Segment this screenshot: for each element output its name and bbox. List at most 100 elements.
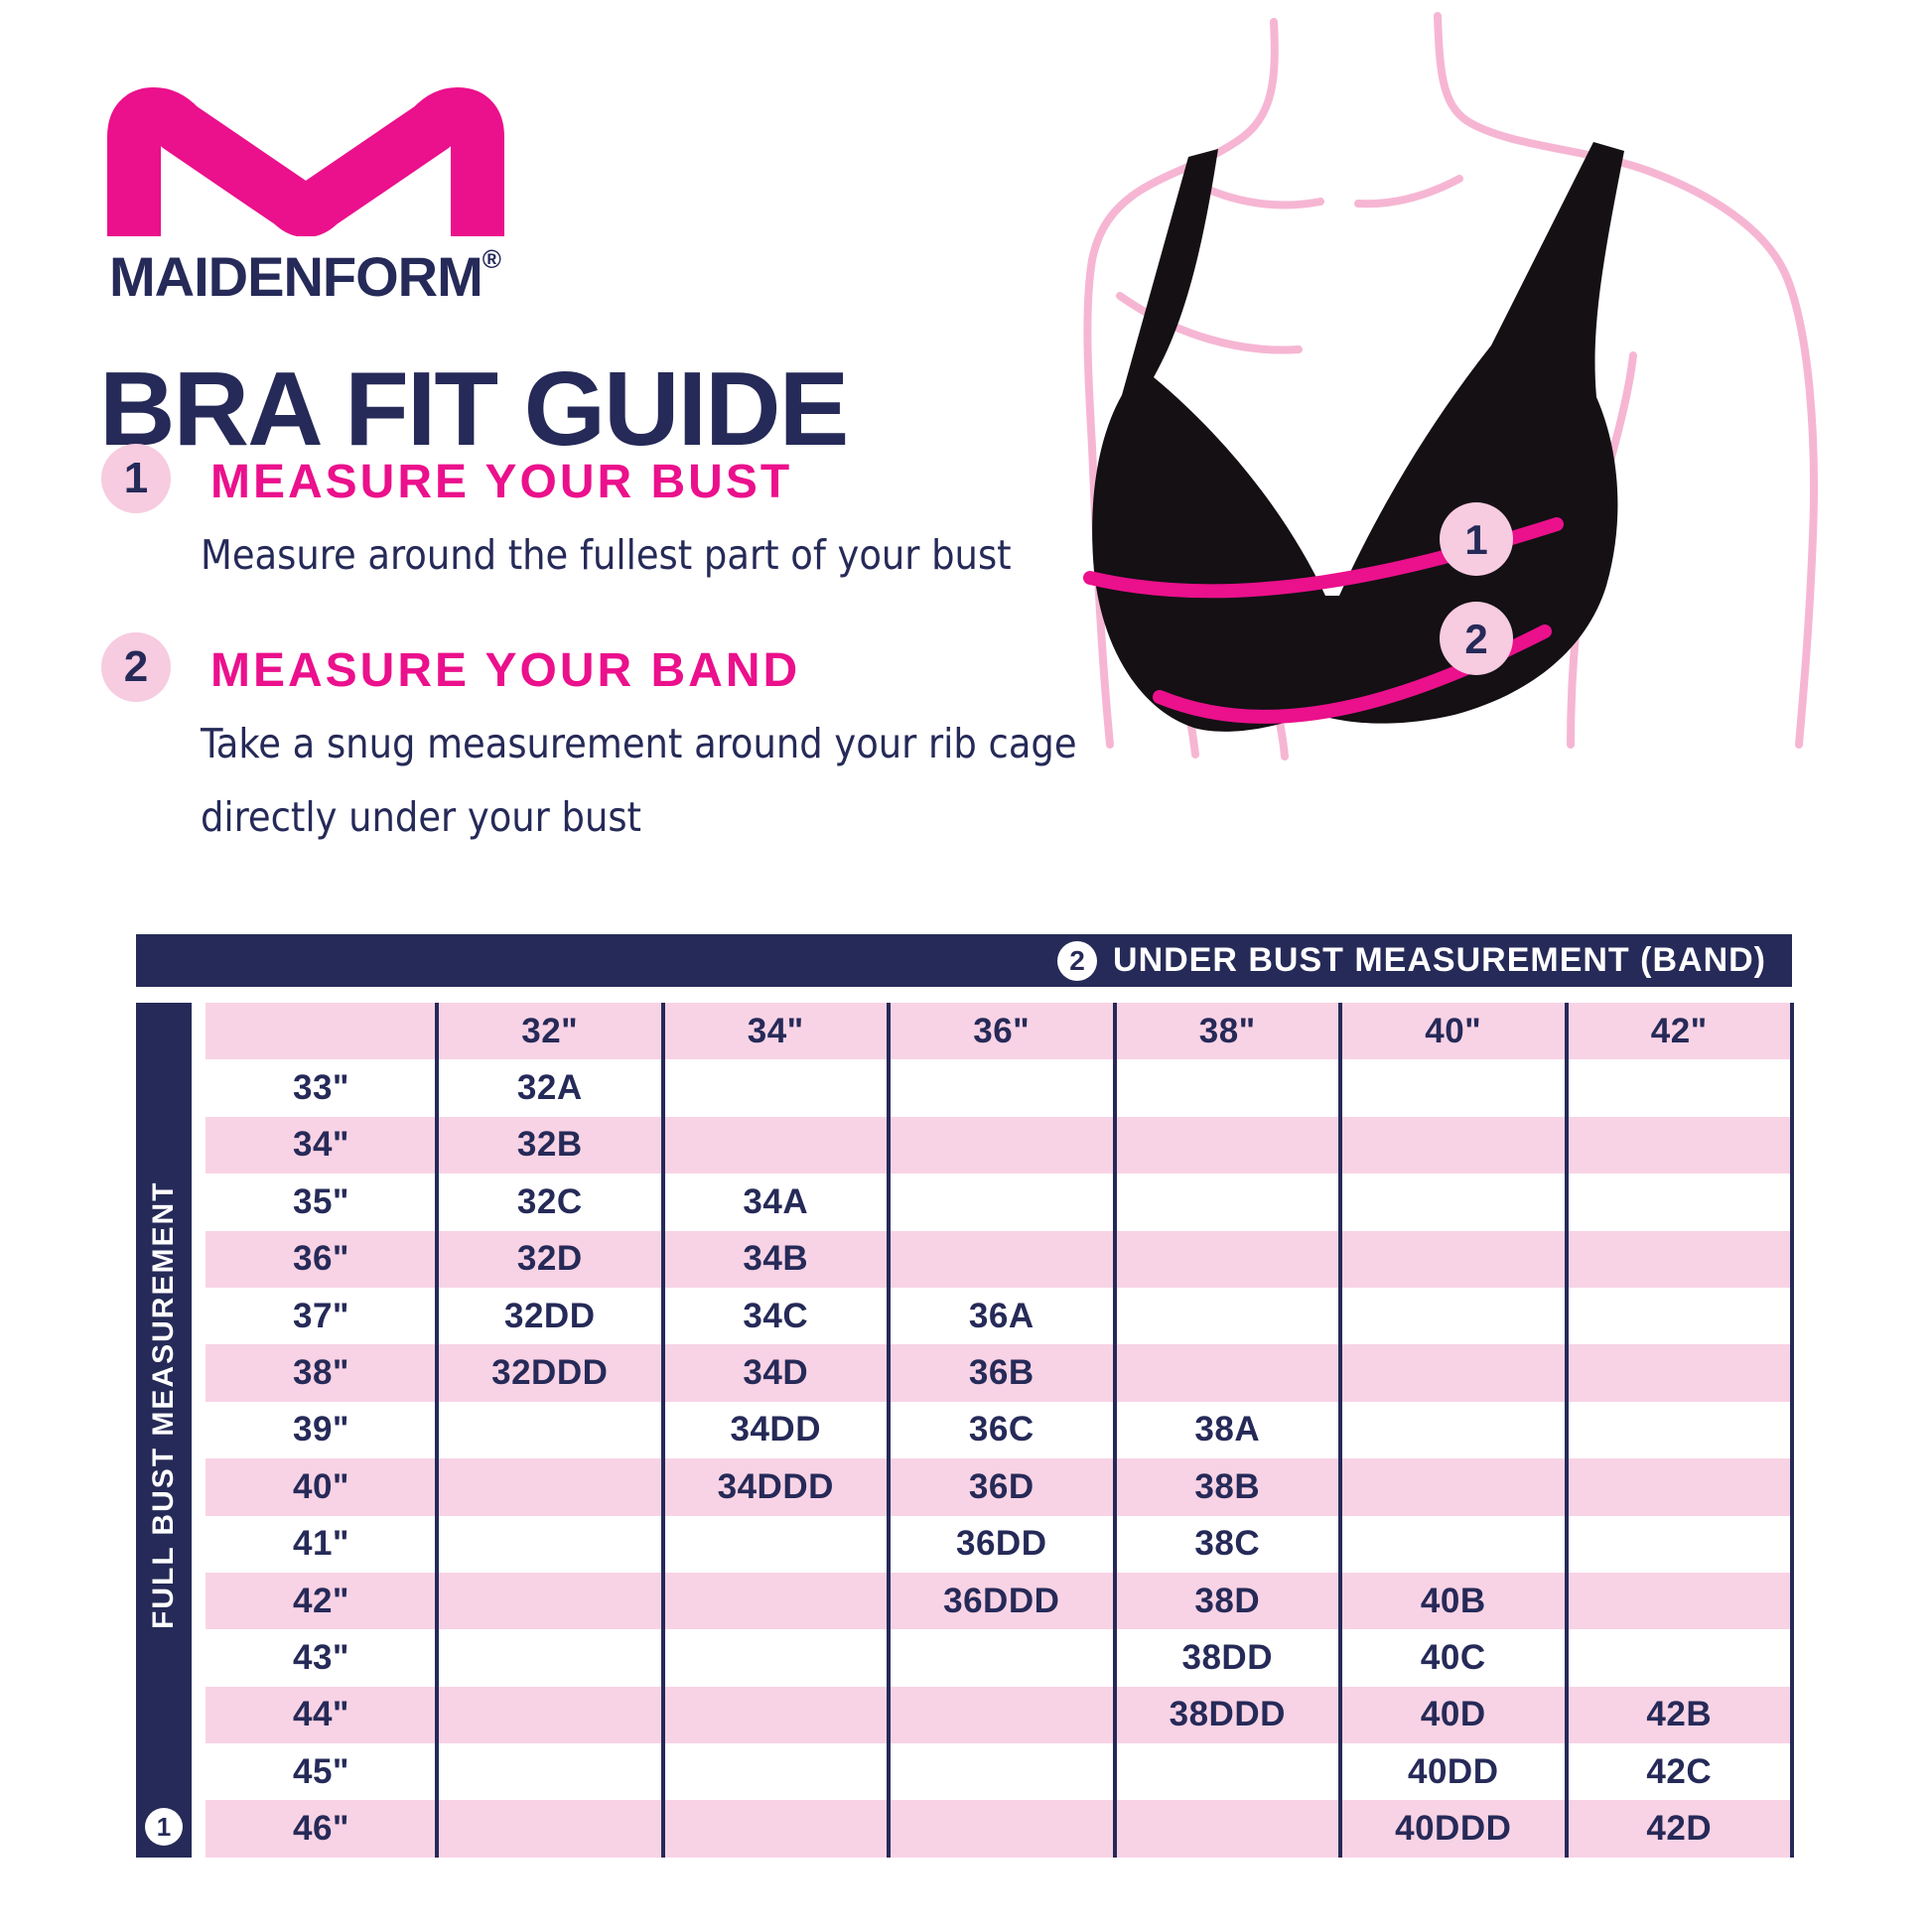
cup-size-cell — [1115, 1743, 1341, 1800]
cup-size-cell — [1115, 1117, 1341, 1173]
step2-description-line: Take a snug measurement around your rib … — [201, 720, 1077, 767]
column-divider — [887, 1003, 891, 1858]
cup-size-cell: 32B — [516, 1125, 583, 1165]
step2-description: Take a snug measurement around your rib … — [201, 707, 1077, 854]
size-table-row: 45" 40DD 42C — [206, 1743, 1792, 1800]
cup-size-cell — [1340, 1173, 1567, 1230]
bust-marker-badge: 1 — [1440, 502, 1513, 576]
column-divider — [1564, 1003, 1569, 1858]
size-table-row: 39" 34DD 36C 38A — [206, 1402, 1792, 1458]
cup-size-cell — [663, 1516, 890, 1573]
cup-size-cell: 42C — [1646, 1751, 1713, 1791]
band-marker-badge: 2 — [1440, 602, 1513, 675]
cup-size-cell: 34A — [743, 1181, 809, 1221]
cup-size-cell: 38DDD — [1169, 1695, 1286, 1734]
column-divider — [1338, 1003, 1342, 1858]
cup-size-cell — [663, 1800, 890, 1857]
cup-size-cell — [1567, 1344, 1793, 1401]
cup-size-cell — [663, 1629, 890, 1686]
bust-size-cell: 42" — [292, 1581, 350, 1620]
cup-size-cell — [437, 1687, 663, 1743]
size-table-row: 42" 36DDD 38D 40B — [206, 1572, 1793, 1630]
band-header-number: 2 — [1069, 944, 1085, 976]
cup-size-cell — [1567, 1288, 1793, 1344]
size-grid: 32" 34" 36" 38" 40" 42" 33" 32A 34" 32B 35" 32C 34A 3… — [206, 1003, 1794, 1858]
band-size-header-row: 32" 34" 36" 38" 40" 42" — [206, 1003, 1792, 1060]
band-header-number-badge: 2 — [1057, 940, 1098, 981]
cup-size-cell: 38C — [1194, 1524, 1261, 1564]
cup-size-cell — [1567, 1573, 1793, 1629]
cup-size-cell: 38A — [1194, 1410, 1261, 1449]
bust-size-cell — [206, 1003, 437, 1059]
cup-size-cell — [663, 1573, 890, 1629]
cup-size-cell — [663, 1743, 890, 1800]
cup-size-cell: 34" — [747, 1011, 804, 1050]
cup-size-cell: 38D — [1194, 1581, 1261, 1620]
step1-heading: MEASURE YOUR BUST — [210, 456, 793, 508]
cup-size-cell — [437, 1573, 663, 1629]
step1-description-line: Measure around the fullest part of your … — [201, 531, 1012, 579]
maidenform-logo-icon — [107, 87, 504, 236]
cup-size-cell — [1340, 1344, 1567, 1401]
step2-description-line: directly under your bust — [201, 793, 642, 841]
step2-heading: MEASURE YOUR BAND — [210, 644, 801, 697]
cup-size-cell: 40C — [1420, 1637, 1486, 1677]
cup-size-cell — [889, 1231, 1115, 1288]
size-table-row: 44" 38DDD 40D 42B — [206, 1686, 1792, 1744]
cup-size-cell — [437, 1629, 663, 1686]
cup-size-cell: 38DD — [1181, 1637, 1273, 1677]
bust-marker-number: 1 — [1464, 516, 1487, 563]
step1-number: 1 — [123, 454, 149, 502]
cup-size-cell — [889, 1687, 1115, 1743]
brand-name: MAIDENFORM® — [109, 244, 501, 309]
cup-size-cell — [437, 1402, 663, 1458]
bust-size-cell: 35" — [292, 1181, 350, 1221]
brand-name-text: MAIDENFORM — [109, 245, 483, 308]
size-table-row: 35" 32C 34A — [206, 1173, 1792, 1230]
bust-size-cell: 36" — [292, 1239, 350, 1279]
cup-size-cell — [1567, 1516, 1793, 1573]
column-divider — [435, 1003, 439, 1858]
cup-size-cell: 36DD — [956, 1524, 1047, 1564]
cup-size-cell — [889, 1173, 1115, 1230]
cup-size-cell — [889, 1059, 1115, 1116]
cup-size-cell: 36D — [968, 1466, 1035, 1506]
size-table-row: 37" 32DD 34C 36A — [206, 1288, 1792, 1344]
cup-size-cell — [889, 1629, 1115, 1686]
cup-size-cell: 38" — [1198, 1011, 1256, 1050]
size-chart: FULL BUST MEASUREMENT 1 32" 34" 36" 38" 40" 4… — [136, 1003, 1794, 1858]
column-divider — [1112, 1003, 1117, 1858]
cup-size-cell: 32DDD — [491, 1353, 609, 1393]
cup-size-cell: 36C — [968, 1410, 1035, 1449]
cup-size-cell: 42B — [1646, 1695, 1713, 1734]
bust-size-cell: 41" — [292, 1524, 350, 1564]
cup-size-cell: 32A — [516, 1068, 583, 1108]
size-table-row: 46" 40DDD 42D — [206, 1800, 1792, 1858]
cup-size-cell: 32DD — [504, 1296, 596, 1335]
bust-size-cell: 46" — [292, 1809, 350, 1849]
cup-size-cell: 38B — [1194, 1466, 1261, 1506]
size-table-row: 33" 32A — [206, 1059, 1792, 1116]
cup-size-cell — [663, 1059, 890, 1116]
cup-size-cell — [889, 1800, 1115, 1857]
cup-size-cell: 32D — [516, 1239, 583, 1279]
cup-size-cell — [1340, 1231, 1567, 1288]
bust-size-cell: 39" — [292, 1410, 350, 1449]
cup-size-cell — [889, 1117, 1115, 1173]
cup-size-cell: 40B — [1420, 1581, 1486, 1620]
cup-size-cell — [1115, 1800, 1341, 1857]
cup-size-cell: 42D — [1646, 1809, 1713, 1849]
cup-size-cell: 36" — [973, 1011, 1031, 1050]
cup-size-cell — [1567, 1059, 1793, 1116]
cup-size-cell — [663, 1687, 890, 1743]
cup-size-cell — [1567, 1173, 1793, 1230]
cup-size-cell: 36DDD — [943, 1581, 1060, 1620]
band-header-label: UNDER BUST MEASUREMENT (BAND) — [1113, 941, 1766, 979]
bust-sidebar-number-badge: 1 — [145, 1808, 183, 1846]
step2-number: 2 — [123, 642, 149, 691]
cup-size-cell — [1340, 1458, 1567, 1515]
cup-size-cell — [437, 1743, 663, 1800]
step1-number-badge: 1 — [101, 444, 171, 513]
cup-size-cell — [1567, 1629, 1793, 1686]
